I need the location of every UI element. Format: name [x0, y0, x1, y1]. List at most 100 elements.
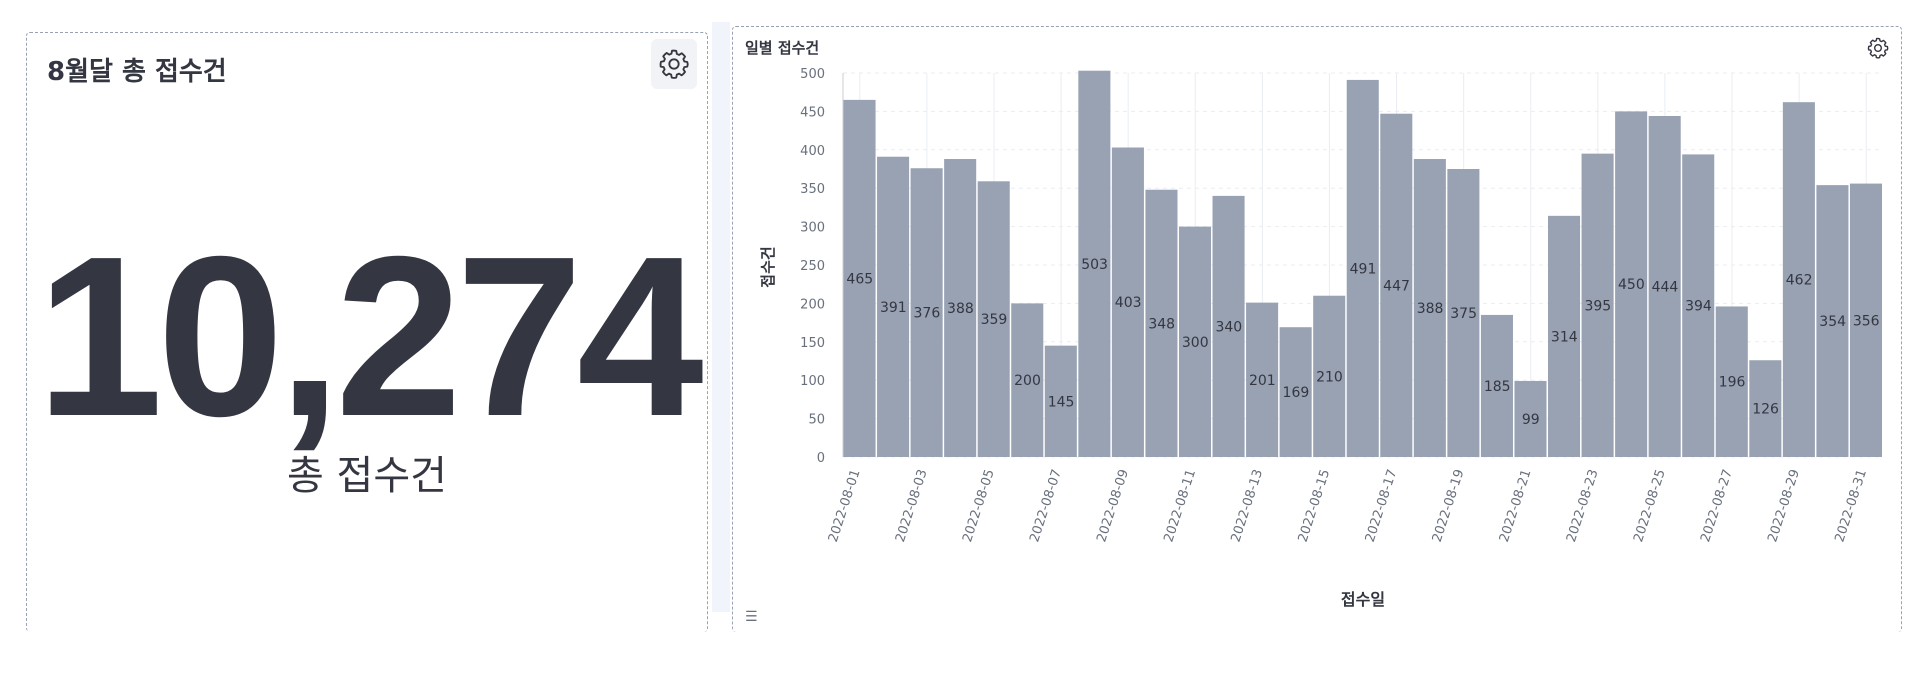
- bar-value-label: 376: [914, 306, 941, 322]
- bar-value-label: 300: [1182, 335, 1209, 351]
- bar-value-label: 503: [1081, 257, 1108, 273]
- panel-options-button[interactable]: [1861, 33, 1895, 63]
- bar: [1715, 306, 1748, 457]
- x-tick-label: 2022-08-23: [1564, 468, 1602, 544]
- bar: [1078, 70, 1111, 458]
- bar-value-label: 126: [1752, 402, 1779, 418]
- bar: [1279, 327, 1312, 457]
- y-tick-label: 400: [800, 144, 825, 159]
- metric-panel: 8월달 총 접수건 10,274 총 접수건: [26, 32, 708, 632]
- bar-value-label: 465: [846, 271, 873, 287]
- x-tick-label: 2022-08-27: [1698, 468, 1736, 544]
- bar: [1615, 111, 1648, 458]
- bar: [910, 168, 943, 457]
- bar: [1145, 189, 1178, 457]
- y-tick-label: 250: [800, 259, 825, 274]
- x-tick-label: 2022-08-17: [1363, 468, 1401, 544]
- x-tick-label: 2022-08-21: [1497, 468, 1535, 544]
- x-tick-label: 2022-08-01: [826, 468, 864, 544]
- bar-value-label: 394: [1685, 299, 1712, 315]
- bar-value-label: 210: [1316, 369, 1343, 385]
- bar: [1346, 79, 1379, 458]
- bar-value-label: 444: [1652, 280, 1679, 296]
- bar: [1548, 215, 1581, 457]
- y-tick-label: 500: [800, 67, 825, 82]
- bar-value-label: 354: [1819, 314, 1846, 330]
- bar: [1480, 314, 1513, 457]
- gear-icon: [659, 49, 689, 79]
- bar-value-label: 447: [1383, 278, 1410, 294]
- x-tick-label: 2022-08-07: [1027, 468, 1065, 544]
- bar-value-label: 196: [1719, 375, 1746, 391]
- x-tick-label: 2022-08-15: [1296, 468, 1334, 544]
- bar: [1749, 360, 1782, 457]
- chart-panel-title: 일별 접수건: [745, 39, 820, 57]
- bar-value-label: 356: [1853, 313, 1880, 329]
- bar-value-label: 201: [1249, 373, 1276, 389]
- bar-value-label: 388: [947, 301, 974, 317]
- bar: [1413, 159, 1446, 458]
- bar-value-label: 200: [1014, 373, 1041, 389]
- bar: [1648, 116, 1681, 458]
- bar-value-label: 491: [1350, 261, 1377, 277]
- bar-value-label: 375: [1450, 306, 1477, 322]
- bar-value-label: 145: [1048, 394, 1075, 410]
- bar: [1178, 226, 1212, 457]
- x-tick-label: 2022-08-09: [1094, 468, 1132, 544]
- bar: [1011, 303, 1044, 457]
- bar: [1044, 345, 1077, 457]
- bar: [877, 156, 910, 457]
- y-tick-label: 300: [800, 221, 825, 236]
- y-axis-title: 접수건: [759, 246, 777, 287]
- y-tick-label: 350: [800, 182, 825, 197]
- y-tick-label: 150: [800, 336, 825, 351]
- bar: [1313, 295, 1346, 457]
- x-tick-label: 2022-08-19: [1430, 468, 1468, 544]
- bar: [843, 99, 876, 457]
- x-tick-label: 2022-08-05: [960, 468, 998, 544]
- y-tick-label: 50: [808, 413, 825, 428]
- bar-value-label: 314: [1551, 329, 1578, 345]
- x-tick-label: 2022-08-31: [1832, 468, 1870, 544]
- bar: [944, 159, 977, 458]
- x-tick-label: 2022-08-25: [1631, 468, 1669, 544]
- bar: [1246, 302, 1279, 457]
- metric-label: 총 접수건: [287, 453, 447, 499]
- bar-value-label: 395: [1584, 298, 1611, 314]
- y-tick-label: 0: [817, 451, 825, 466]
- bar-value-label: 359: [981, 312, 1008, 328]
- bar-value-label: 388: [1417, 301, 1444, 317]
- x-tick-label: 2022-08-13: [1229, 468, 1267, 544]
- bar-value-label: 169: [1283, 385, 1310, 401]
- y-tick-label: 200: [800, 297, 825, 312]
- bar: [1682, 154, 1715, 457]
- y-tick-label: 450: [800, 105, 825, 120]
- bar-chart: 0 50 100 150 200 250 300 350 400 450 500 465 391 376 3…: [759, 67, 1883, 609]
- gear-icon: [1867, 37, 1889, 59]
- bar: [1782, 102, 1815, 458]
- bar-value-label: 99: [1522, 412, 1540, 428]
- bar: [1514, 380, 1547, 457]
- bar-value-label: 462: [1786, 273, 1813, 289]
- bar: [977, 181, 1010, 457]
- panel-options-button[interactable]: [651, 39, 697, 89]
- bar-value-label: 391: [880, 300, 907, 316]
- bar: [1447, 169, 1480, 457]
- bar-value-label: 185: [1484, 379, 1511, 395]
- x-tick-label: 2022-08-11: [1161, 468, 1199, 544]
- x-axis-title: 접수일: [1341, 590, 1385, 609]
- bar-value-label: 348: [1148, 316, 1175, 332]
- bar-value-label: 340: [1215, 319, 1242, 335]
- panel-gutter: [712, 22, 730, 612]
- x-tick-label: 2022-08-03: [893, 468, 931, 544]
- bar-value-label: 403: [1115, 295, 1142, 311]
- y-tick-label: 100: [800, 374, 825, 389]
- bar: [1111, 147, 1144, 457]
- bar: [1212, 195, 1245, 457]
- metric-value: 10,274: [36, 210, 703, 464]
- bar: [1581, 153, 1614, 457]
- bar: [1816, 185, 1849, 458]
- bar: [1849, 183, 1882, 458]
- bar-value-label: 450: [1618, 277, 1645, 293]
- legend-toggle-icon[interactable]: ☰: [745, 609, 758, 625]
